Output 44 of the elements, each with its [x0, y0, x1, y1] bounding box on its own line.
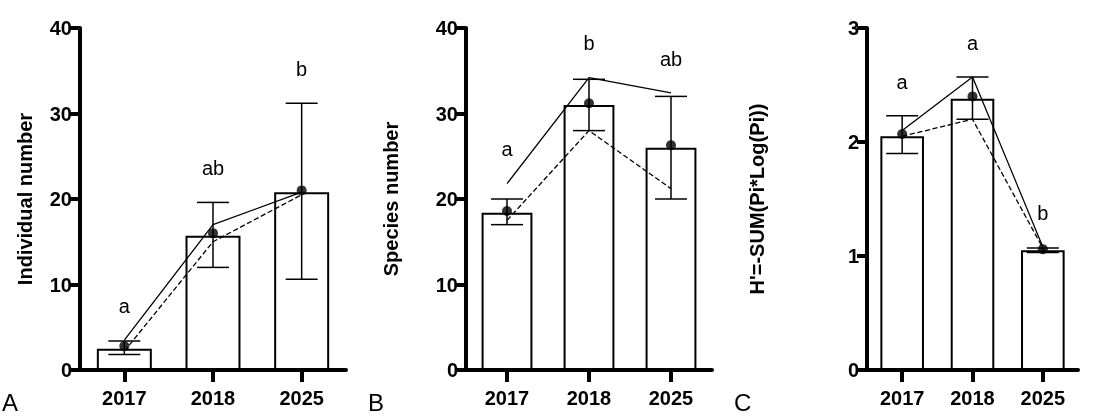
x-tick-label: 2025	[1020, 387, 1066, 409]
y-axis-title: H'=-SUM(Pi*Log(Pi))	[746, 103, 768, 295]
x-tick-label: 2018	[950, 387, 995, 409]
point	[208, 228, 218, 239]
point	[666, 140, 676, 151]
annotation: a	[896, 70, 909, 93]
text: A	[2, 388, 19, 416]
x-tick-label: 2025	[279, 387, 324, 409]
y-tick-label: 20	[435, 188, 458, 210]
point	[502, 205, 512, 216]
point	[119, 341, 130, 352]
x-tick-label: 2017	[879, 387, 925, 409]
x-tick-label: 2017	[102, 387, 147, 409]
annotation: a	[966, 31, 979, 54]
point	[897, 129, 908, 140]
y-tick-label: 1	[847, 245, 859, 267]
annotation: b	[296, 58, 308, 81]
y-tick-label: 10	[49, 273, 72, 296]
annotation: a	[501, 138, 514, 161]
y-axis-title: Species number	[380, 121, 402, 277]
y-tick-label: 3	[847, 17, 859, 39]
point	[1037, 244, 1048, 255]
y-tick-label: 20	[49, 188, 72, 210]
y-axis-title: Individual number	[14, 112, 36, 286]
x-tick-label: 2018	[566, 387, 612, 409]
x-tick-label: 2017	[484, 387, 530, 409]
annotation: b	[1037, 201, 1049, 224]
point	[584, 98, 594, 109]
y-tick-label: 10	[435, 273, 458, 296]
text: B	[368, 388, 385, 416]
y-tick-label: 40	[435, 17, 458, 39]
x-tick-label: 2025	[648, 387, 694, 409]
y-tick-label: 40	[49, 17, 72, 39]
y-tick-label: 30	[49, 102, 72, 125]
text: C	[734, 388, 752, 416]
annotation: b	[583, 32, 595, 55]
point	[296, 185, 307, 196]
annotation: a	[118, 294, 131, 317]
x-tick-label: 2018	[190, 387, 236, 409]
y-tick-label: 30	[435, 102, 458, 125]
annotation: ab	[659, 47, 683, 70]
y-tick-label: 2	[847, 131, 859, 153]
point	[967, 91, 978, 102]
annotation: ab	[201, 157, 225, 180]
